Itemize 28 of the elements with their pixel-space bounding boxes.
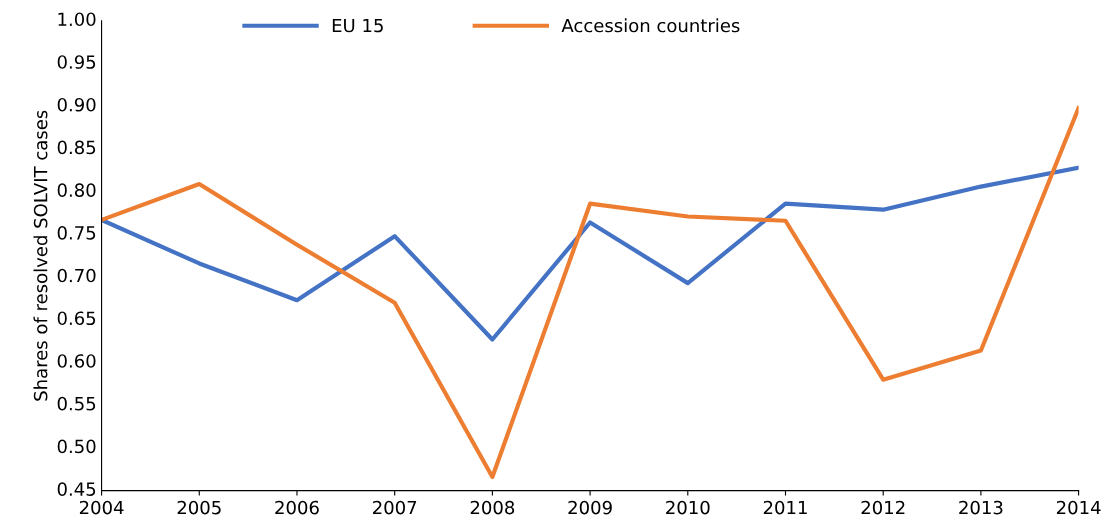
y-tick-label: 0.85 — [57, 140, 96, 155]
y-tick-label: 0.45 — [57, 482, 96, 496]
x-tick-label: 2010 — [666, 500, 710, 515]
x-tick-label: 2006 — [275, 500, 319, 515]
x-tick-label: 2012 — [861, 500, 905, 515]
y-tick-label: 0.60 — [57, 354, 96, 368]
line-series — [101, 105, 1079, 480]
y-tick-label: 0.50 — [57, 439, 96, 454]
legend-label: Accession countries — [561, 18, 740, 33]
x-tick-label: 2013 — [959, 500, 1003, 515]
y-tick-label: 0.55 — [57, 396, 96, 411]
y-tick-label: 0.90 — [57, 97, 96, 112]
x-tick-label: 2008 — [470, 500, 515, 515]
y-tick-label: 0.65 — [57, 311, 96, 326]
y-tick-label: 0.75 — [57, 226, 96, 240]
line-series — [101, 165, 1079, 342]
x-tick-label: 2004 — [79, 500, 124, 515]
x-tick-label: 2014 — [1056, 500, 1101, 515]
y-tick-label: 1.00 — [58, 12, 96, 27]
y-tick-label: 0.70 — [57, 268, 96, 283]
y-axis-title: Shares of resolved SOLVIT cases — [33, 110, 48, 401]
x-tick-label: 2005 — [177, 500, 221, 515]
x-tick-label: 2011 — [763, 500, 807, 515]
legend-label: EU 15 — [332, 18, 383, 33]
y-tick-label: 0.80 — [57, 183, 96, 197]
y-tick-label: 0.95 — [57, 55, 96, 69]
x-tick-label: 2007 — [373, 500, 417, 515]
x-tick-label: 2009 — [568, 500, 612, 515]
